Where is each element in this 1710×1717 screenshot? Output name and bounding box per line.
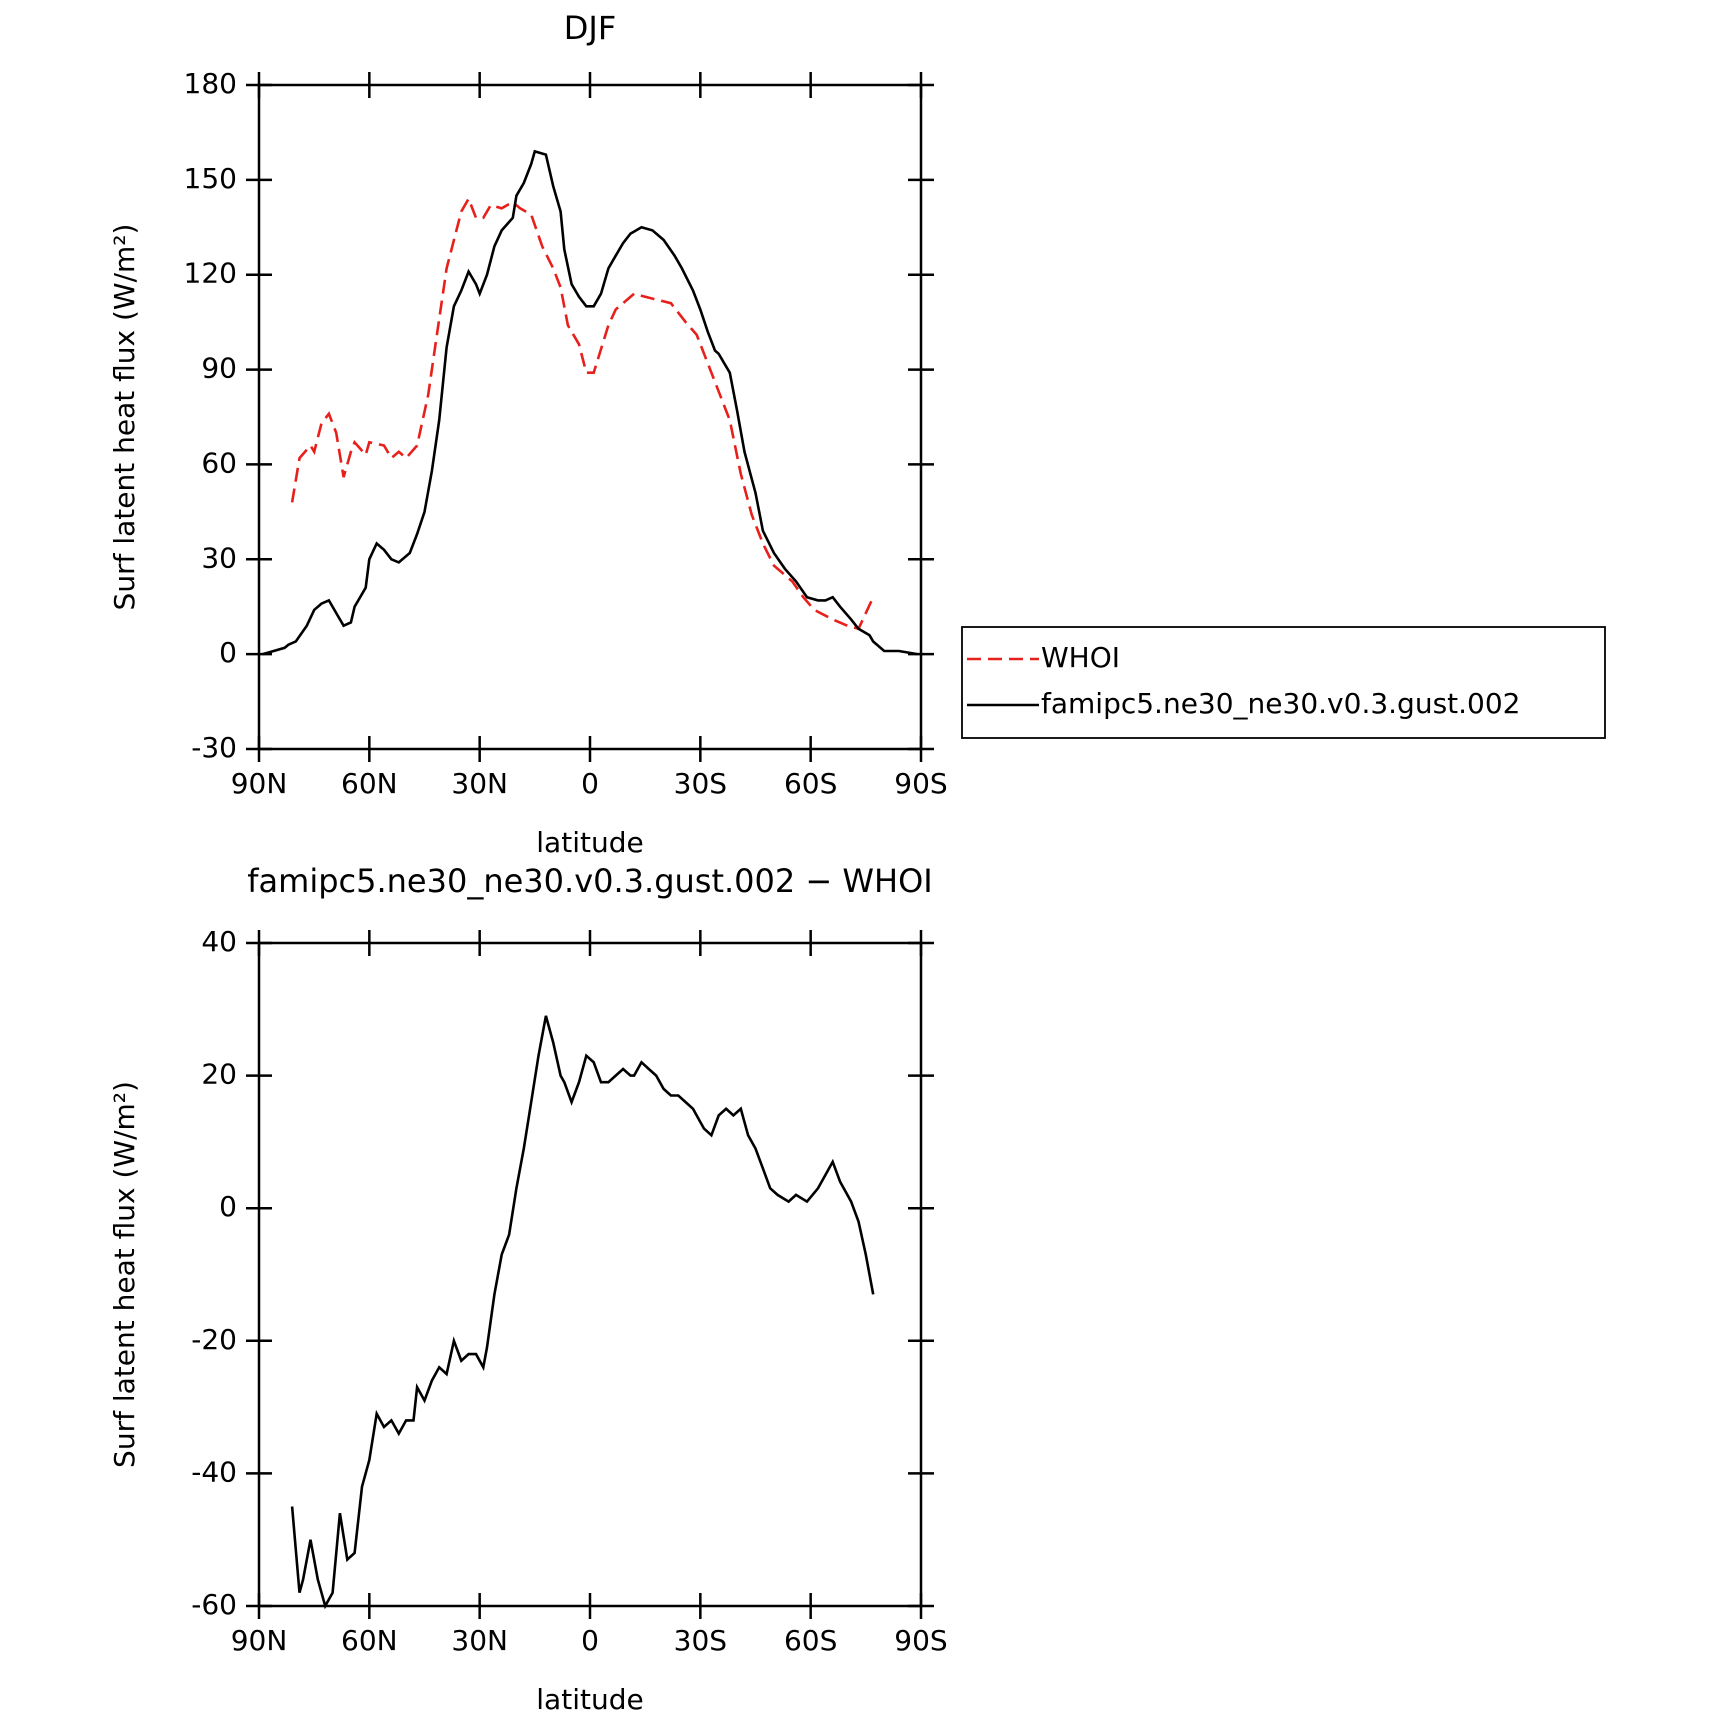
x-tick-label: 90N: [231, 1624, 288, 1657]
x-tick-label: 60S: [784, 1624, 837, 1657]
chart-title: DJF: [564, 9, 616, 47]
chart-panel: DJF latitude Surf latent heat flux (W/m²) -…: [108, 9, 1606, 859]
x-tick-label: 0: [581, 1624, 599, 1657]
chart-title: famipc5.ne30_ne30.v0.3.gust.002 − WHOI: [247, 862, 932, 900]
y-tick-label: 0: [219, 1190, 237, 1223]
data-line: [290, 195, 875, 631]
y-tick-label: 60: [201, 446, 237, 479]
y-tick-label: -30: [191, 731, 237, 764]
y-tick-label: -20: [191, 1323, 237, 1356]
data-line: [290, 1015, 875, 1610]
data-line: [262, 149, 918, 656]
y-tick-label: 0: [219, 636, 237, 669]
y-axis-label: Surf latent heat flux (W/m²): [108, 1081, 141, 1468]
x-tick-label: 60S: [784, 767, 837, 800]
chart-panel: famipc5.ne30_ne30.v0.3.gust.002 − WHOI la…: [108, 862, 948, 1716]
x-tick-label: 60N: [341, 1624, 398, 1657]
x-tick-label: 60N: [341, 767, 398, 800]
x-tick-label: 30N: [451, 767, 508, 800]
x-tick-label: 30N: [451, 1624, 508, 1657]
y-tick-label: 40: [201, 925, 237, 958]
legend-box: [961, 626, 1606, 739]
y-tick-label: 90: [201, 352, 237, 385]
x-tick-label: 90S: [894, 767, 947, 800]
x-tick-label: 30S: [674, 767, 727, 800]
y-tick-label: 120: [184, 257, 237, 290]
x-tick-label: 0: [581, 767, 599, 800]
y-tick-label: -60: [191, 1588, 237, 1621]
y-tick-label: 150: [184, 162, 237, 195]
legend-label: famipc5.ne30_ne30.v0.3.gust.002: [1041, 687, 1521, 720]
legend-label: WHOI: [1041, 641, 1120, 674]
y-tick-label: -40: [191, 1455, 237, 1488]
y-tick-label: 20: [201, 1058, 237, 1091]
x-tick-label: 30S: [674, 1624, 727, 1657]
plot-frame: [257, 941, 923, 1608]
y-tick-label: 30: [201, 541, 237, 574]
legend: WHOI famipc5.ne30_ne30.v0.3.gust.002: [961, 626, 1606, 739]
y-axis-label: Surf latent heat flux (W/m²): [108, 224, 141, 611]
x-axis-label: latitude: [536, 1683, 643, 1716]
y-tick-label: 180: [184, 67, 237, 100]
x-tick-label: 90S: [894, 1624, 947, 1657]
x-tick-label: 90N: [231, 767, 288, 800]
x-axis-label: latitude: [536, 826, 643, 859]
plot-frame: [257, 83, 923, 751]
